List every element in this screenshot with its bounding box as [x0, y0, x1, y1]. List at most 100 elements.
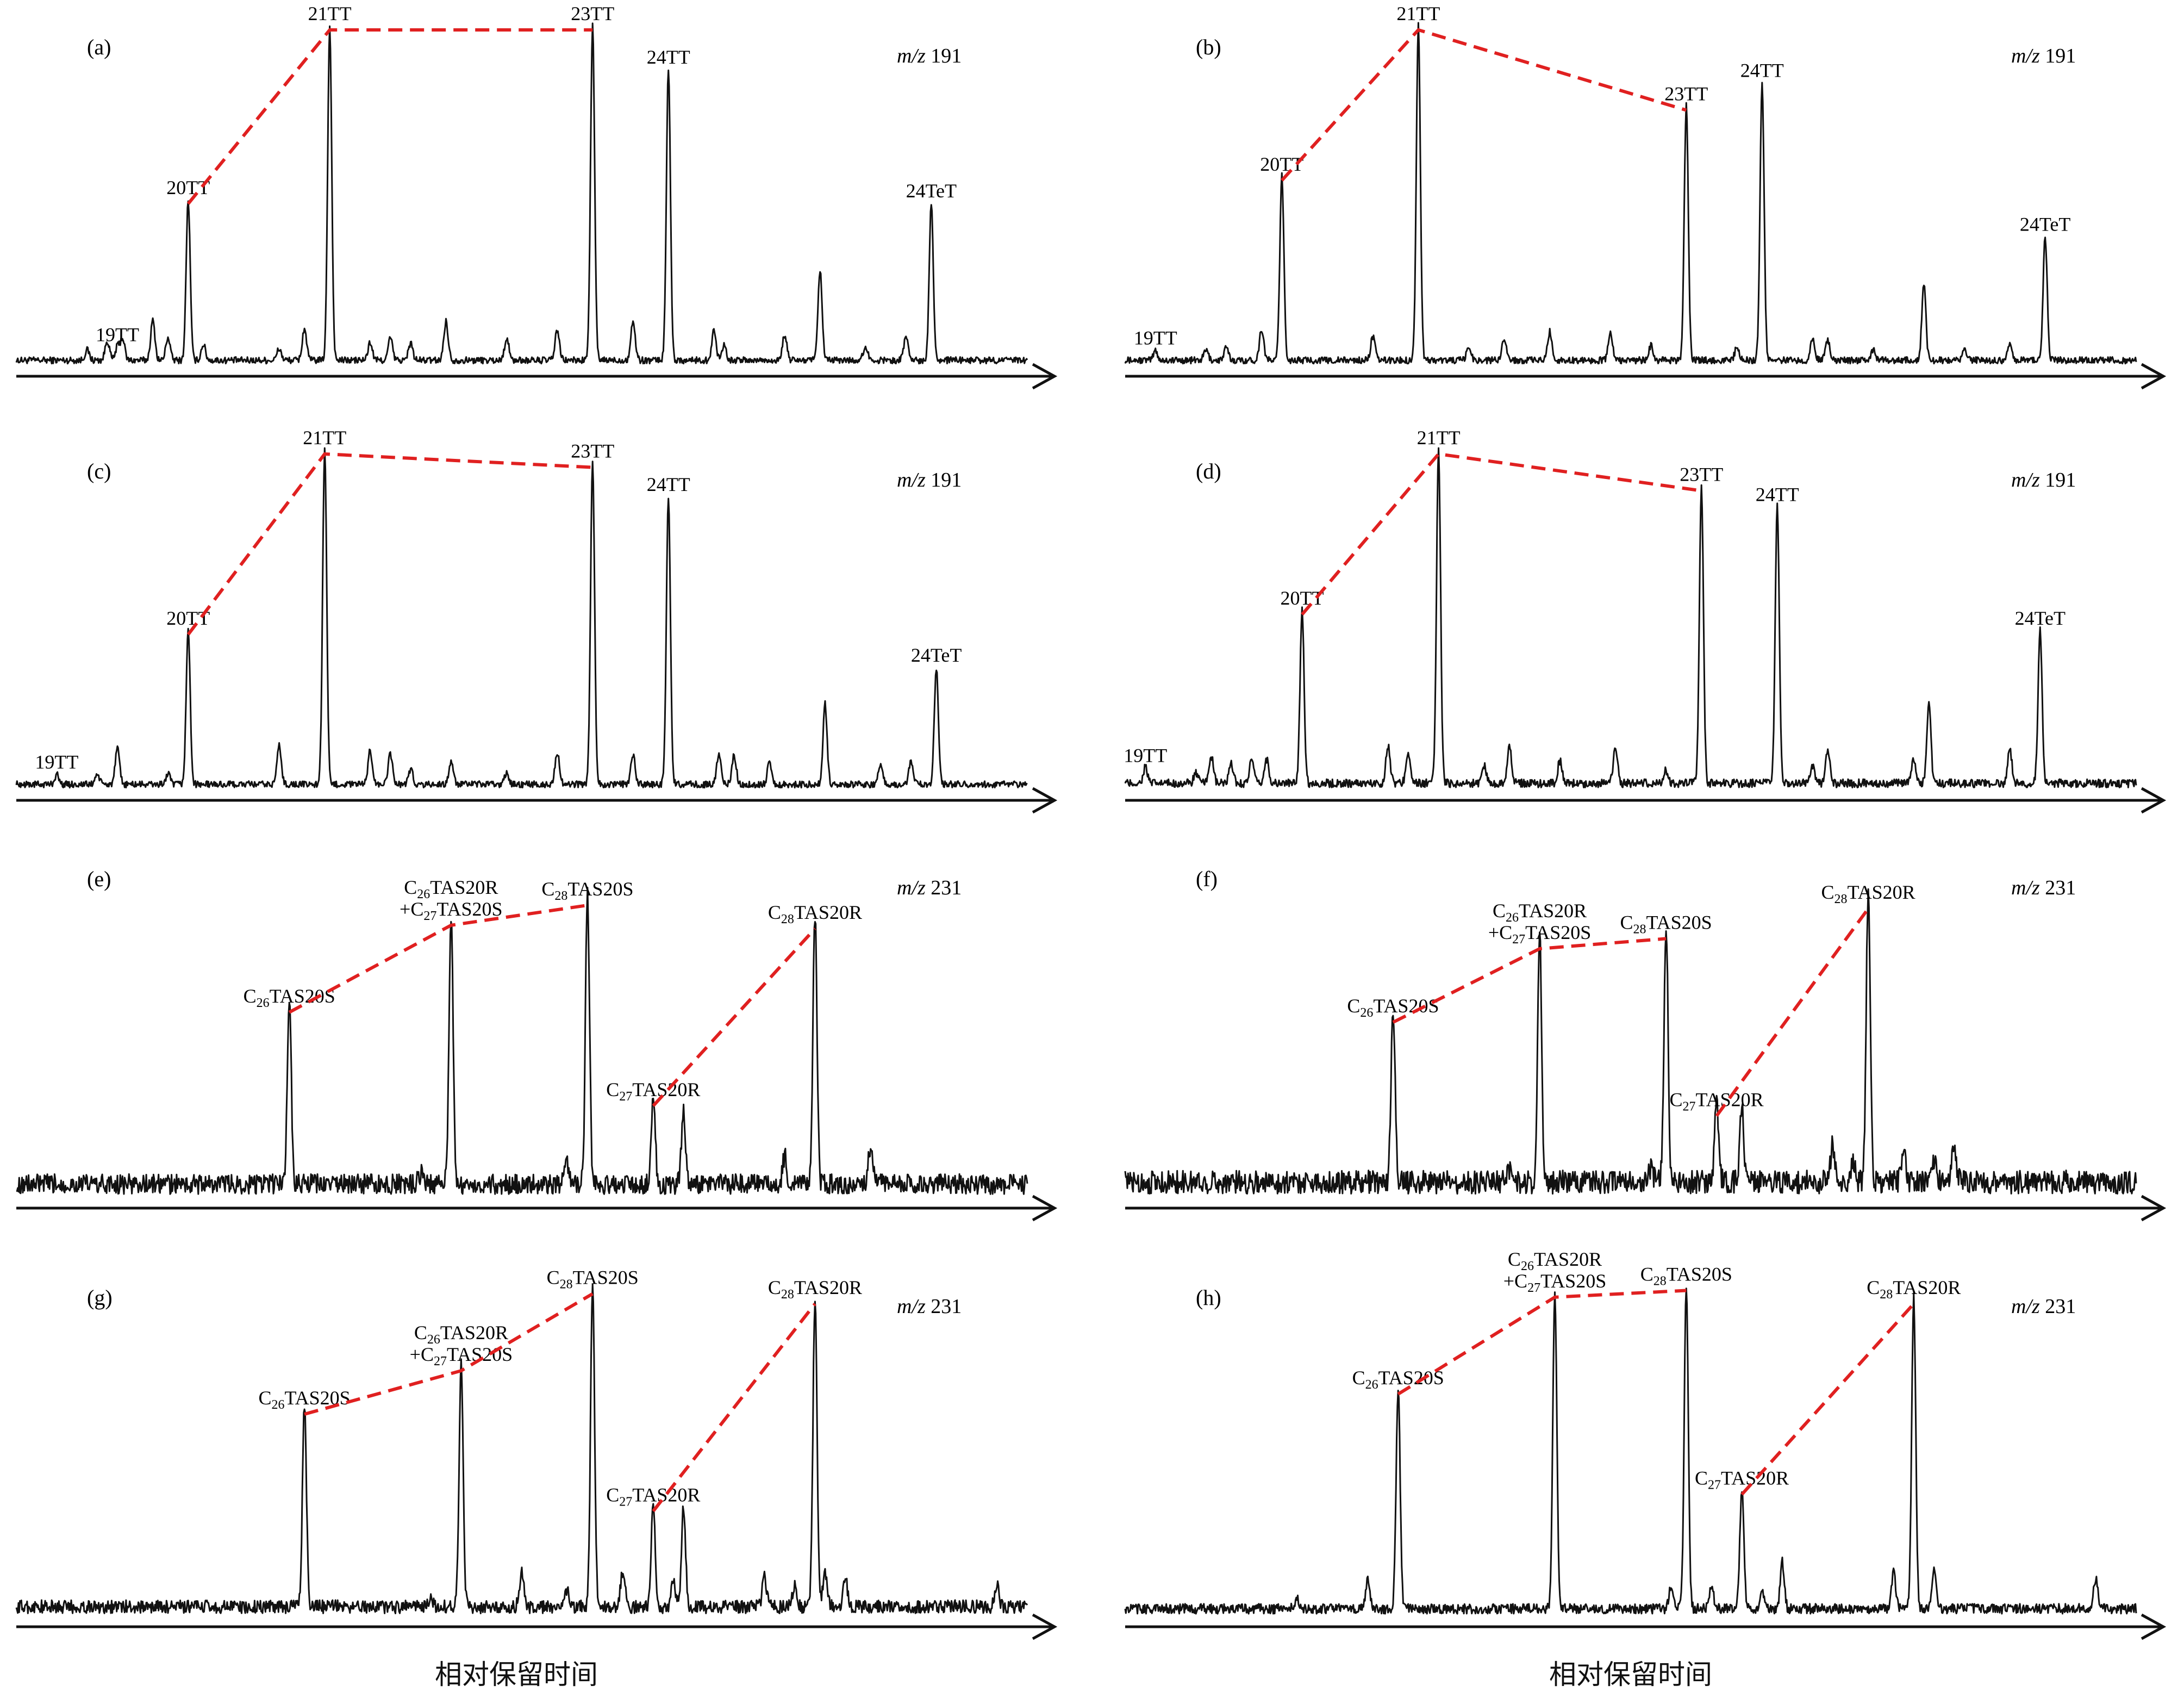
ion-label: m/z 231 — [2011, 1295, 2076, 1318]
chromatogram-panel-g: (g) m/z 231 C26TAS20S C26TAS20R+C27TAS20S C2… — [15, 1267, 1058, 1640]
peak-label: C26TAS20R — [414, 1322, 508, 1347]
trend-line — [1392, 937, 1667, 1024]
x-axis-arrowhead — [1032, 1613, 1058, 1640]
peak-label: 23TT — [1680, 464, 1723, 486]
trend-line — [288, 904, 588, 1014]
peak-label: C28TAS20R — [768, 1277, 862, 1302]
panel-label: (a) — [87, 35, 111, 59]
peak-label: 24TT — [647, 46, 690, 68]
peak-label: 24TeT — [906, 180, 957, 202]
x-axis-arrowhead — [2141, 1195, 2167, 1222]
peak-label: +C27TAS20S — [1488, 922, 1591, 947]
trend-line — [1397, 1289, 1687, 1396]
x-axis-arrowhead — [1032, 363, 1058, 390]
trend-line — [304, 1292, 594, 1416]
peak-label: 24TeT — [2020, 213, 2070, 235]
peak-label: 19TT — [1124, 744, 1167, 766]
chromatogram-trace — [16, 887, 1028, 1195]
peak-label: C28TAS20R — [1867, 1277, 1961, 1302]
peak-label: C26TAS20S — [259, 1387, 351, 1412]
peak-label: C28TAS20S — [541, 878, 633, 903]
peak-label: C26TAS20S — [244, 985, 335, 1010]
chromatogram-panel-h: (h) m/z 231 C26TAS20S C26TAS20R+C27TAS20S C2… — [1124, 1248, 2167, 1640]
panel-label: (b) — [1196, 35, 1221, 59]
peak-label: 24TT — [647, 474, 690, 495]
peak-label: 21TT — [308, 3, 352, 24]
peak-label: 23TT — [1664, 83, 1708, 105]
trend-line — [652, 927, 816, 1107]
peak-label: C26TAS20R — [404, 876, 498, 901]
x-axis-arrowhead — [2141, 363, 2167, 390]
trend-line — [652, 1303, 816, 1513]
x-axis-arrowhead — [2141, 787, 2167, 814]
ion-label: m/z 191 — [2011, 45, 2076, 67]
trend-line — [1740, 1302, 1915, 1496]
peak-label: 21TT — [303, 427, 346, 449]
ion-label: m/z 231 — [2011, 876, 2076, 899]
peak-label: 23TT — [571, 440, 614, 462]
trend-line — [1301, 452, 1702, 616]
peak-label: 24TT — [1740, 60, 1784, 82]
trend-line — [1715, 907, 1870, 1117]
x-axis-arrowhead — [2141, 1613, 2167, 1640]
ion-label: m/z 191 — [897, 469, 962, 492]
x-axis-arrowhead — [1032, 787, 1058, 814]
chromatogram-trace — [15, 22, 1028, 365]
chromatogram-trace — [1124, 888, 2137, 1195]
trend-line — [186, 28, 593, 205]
panel-label: (h) — [1196, 1285, 1221, 1310]
ion-label: m/z 191 — [897, 45, 962, 67]
chromatogram-trace — [15, 1283, 1028, 1614]
peak-label: C28TAS20S — [547, 1267, 639, 1292]
peak-label: C27TAS20R — [1670, 1088, 1764, 1114]
peak-label: C27TAS20R — [606, 1079, 700, 1104]
chromatogram-panel-c: (c) m/z 191 19TT 20TT 21TT 23TT 24TT 24TeT — [15, 427, 1058, 814]
chromatogram-trace — [1124, 1287, 2137, 1615]
x-axis-label-right: 相对保留时间 — [1549, 1659, 1712, 1690]
x-axis-label-left: 相对保留时间 — [435, 1659, 598, 1690]
peak-label: 19TT — [1134, 327, 1177, 349]
chromatogram-panel-e: (e) m/z 231 C26TAS20S C26TAS20R+C27TAS20S C2… — [16, 867, 1058, 1222]
peak-label: C26TAS20R — [1508, 1248, 1602, 1273]
peak-label: C28TAS20R — [1821, 881, 1915, 906]
panel-label: (c) — [87, 459, 111, 483]
peak-label: C26TAS20R — [1493, 900, 1587, 925]
x-axis-arrowhead — [1032, 1195, 1058, 1222]
peak-label: 24TT — [1756, 484, 1799, 506]
chromatogram-trace — [1124, 22, 2137, 365]
trend-line — [1281, 28, 1687, 182]
ion-label: m/z 191 — [2011, 469, 2076, 492]
peak-label: 21TT — [1396, 3, 1440, 24]
peak-label: 19TT — [35, 751, 78, 773]
trend-line — [186, 452, 593, 636]
peak-label: C26TAS20S — [1347, 995, 1439, 1020]
chromatogram-panel-f: (f) m/z 231 C26TAS20S C26TAS20R+C27TAS20S C2… — [1124, 867, 2167, 1222]
peak-label: 24TeT — [2015, 607, 2066, 629]
peak-label: C26TAS20S — [1352, 1367, 1444, 1392]
peak-label: C27TAS20R — [1695, 1467, 1789, 1492]
peak-label: C28TAS20R — [768, 901, 862, 926]
peak-label: 20TT — [166, 607, 210, 629]
peak-label: +C27TAS20S — [1503, 1270, 1606, 1295]
panel-label: (e) — [87, 867, 111, 891]
chromatogram-trace — [1124, 447, 2137, 788]
peak-label: 19TT — [96, 324, 139, 345]
peak-label: C28TAS20S — [1640, 1263, 1732, 1288]
chromatogram-trace — [15, 447, 1028, 789]
ion-label: m/z 231 — [897, 1295, 962, 1318]
peak-label: +C27TAS20S — [400, 898, 502, 923]
peak-label: C28TAS20S — [1620, 911, 1712, 936]
panel-label: (f) — [1196, 867, 1218, 891]
ion-label: m/z 231 — [897, 876, 962, 899]
peak-label: 24TeT — [911, 644, 962, 666]
peak-label: 23TT — [571, 3, 614, 24]
panel-label: (d) — [1196, 459, 1221, 483]
peak-label: 21TT — [1417, 427, 1461, 449]
peak-label: C27TAS20R — [606, 1484, 700, 1509]
panel-label: (g) — [87, 1285, 113, 1310]
peak-label: +C27TAS20S — [410, 1343, 513, 1368]
